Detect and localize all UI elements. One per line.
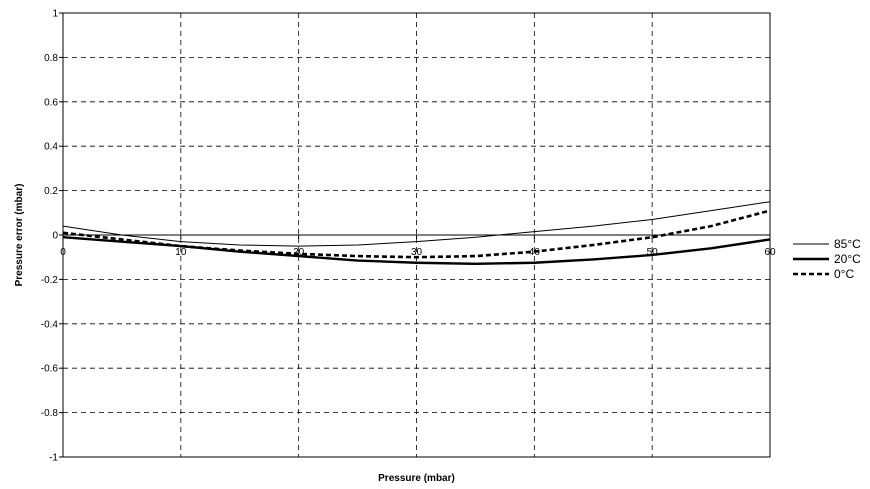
series-line: [62, 201, 771, 247]
y-tick-label: -0.6: [41, 364, 59, 375]
x-tick-label: 40: [529, 247, 541, 258]
y-tick-label: 0.4: [44, 142, 58, 153]
x-tick-label: 60: [764, 247, 776, 258]
y-tick-label: 0.8: [44, 53, 58, 64]
x-tick-label: 10: [175, 247, 187, 258]
y-tick-label: 0: [52, 231, 58, 242]
x-tick-label: 30: [411, 247, 423, 258]
y-tick-label: -0.8: [41, 408, 59, 419]
y-tick-label: 0.2: [44, 186, 58, 197]
x-axis-title: Pressure (mbar): [378, 473, 455, 484]
legend-label: 85°C: [834, 237, 861, 251]
x-tick-label: 20: [293, 247, 305, 258]
y-tick-label: -1: [49, 453, 58, 464]
y-tick-label: -0.2: [41, 275, 59, 286]
y-axis-title: Pressure error (mbar): [14, 184, 25, 287]
series-line: [62, 236, 771, 266]
data-series: [62, 201, 771, 266]
series-line: [62, 209, 771, 259]
y-tick-label: 1: [52, 9, 58, 20]
y-axis-tick-labels: 1 0.8 0.6 0.4 0.2 0 -0.2 -0.4 -0.6 -0.8 -1: [41, 9, 63, 464]
y-tick-label: -0.4: [41, 319, 59, 330]
y-tick-label: 0.6: [44, 97, 58, 108]
x-tick-label: 50: [647, 247, 659, 258]
legend: 85°C20°C0°C: [793, 237, 861, 281]
grid-lines: [63, 13, 770, 457]
legend-label: 0°C: [834, 267, 854, 281]
x-axis-tick-labels: 0 10 20 30 40 50 60: [60, 235, 776, 258]
x-tick-label: 0: [60, 247, 66, 258]
legend-label: 20°C: [834, 252, 861, 266]
